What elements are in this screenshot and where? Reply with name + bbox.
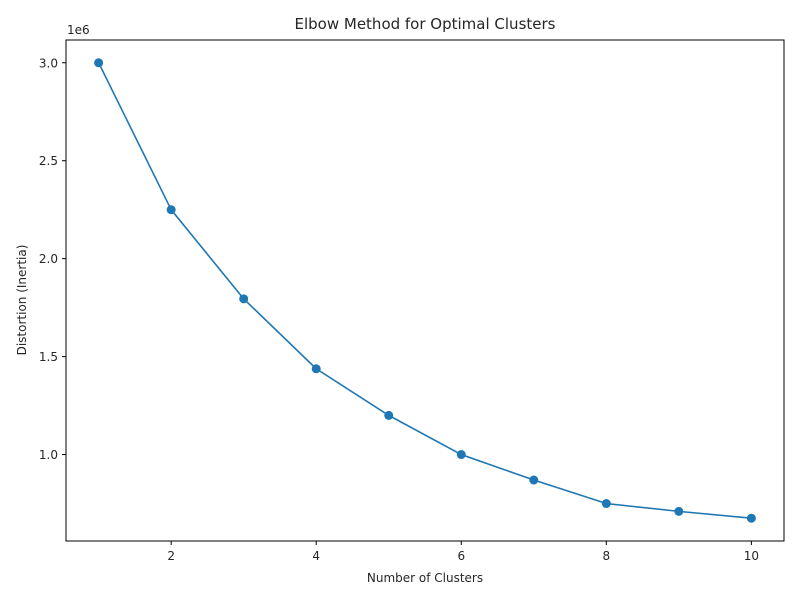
x-tick-label: 6	[457, 549, 465, 563]
series-layer	[94, 58, 756, 523]
x-tick-label: 8	[602, 549, 610, 563]
data-point	[94, 58, 104, 68]
y-tick-label: 1.0	[39, 448, 58, 462]
data-point	[311, 364, 321, 374]
x-tick-label: 10	[744, 549, 759, 563]
data-point	[239, 294, 249, 304]
y-tick-label: 2.5	[39, 154, 58, 168]
y-tick-label: 3.0	[39, 56, 58, 70]
chart-title: Elbow Method for Optimal Clusters	[295, 15, 556, 33]
data-point	[746, 513, 756, 523]
data-point	[384, 410, 394, 420]
x-axis-ticks: 2 4 6 8 10	[167, 541, 759, 563]
plot-frame	[65, 39, 785, 542]
data-point	[674, 506, 684, 516]
y-tick-label: 2.0	[39, 252, 58, 266]
x-tick-label: 2	[167, 549, 175, 563]
series-line	[97, 62, 752, 520]
data-point	[529, 475, 539, 485]
data-point	[456, 450, 466, 460]
y-offset-label: 1e6	[67, 23, 90, 37]
y-axis-ticks: 1.0 1.5 2.0 2.5 3.0	[39, 56, 66, 462]
data-point	[166, 205, 176, 215]
y-tick-label: 1.5	[39, 350, 58, 364]
x-axis-label: Number of Clusters	[367, 571, 483, 585]
x-tick-label: 4	[312, 549, 320, 563]
data-point	[601, 499, 611, 509]
y-axis-label: Distortion (Inertia)	[15, 245, 29, 356]
